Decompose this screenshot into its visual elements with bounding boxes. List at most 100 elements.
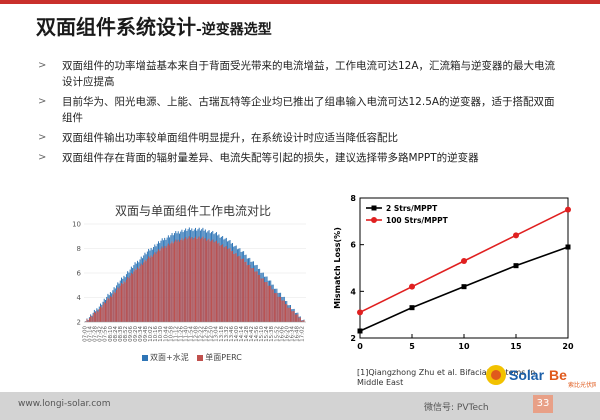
legend-label: 双面+水泥 bbox=[150, 353, 189, 362]
mismatch-loss-chart: 0 5 10 15 20 2 4 6 8 Mismatch Loss(%) 2 Strs/MPPT 1… bbox=[333, 194, 574, 351]
bar-monofacial bbox=[276, 293, 278, 322]
bar-monofacial bbox=[178, 241, 180, 322]
bar-monofacial bbox=[239, 255, 241, 322]
bar-monofacial bbox=[233, 254, 235, 322]
x-tick-label: 08:52 bbox=[123, 326, 129, 342]
bar-monofacial bbox=[218, 242, 220, 322]
bar-monofacial bbox=[254, 271, 256, 322]
data-point-circle bbox=[461, 258, 467, 264]
svg-text:索比光伏网: 索比光伏网 bbox=[568, 381, 596, 389]
x-tick-label: 15:38 bbox=[269, 326, 275, 342]
x-tick-label: 10 bbox=[458, 342, 470, 351]
bar-monofacial bbox=[241, 258, 243, 322]
bar-monofacial bbox=[236, 256, 238, 322]
x-tick-label: 07:56 bbox=[103, 326, 109, 342]
x-tick-label: 17:02 bbox=[299, 326, 305, 342]
bar-monofacial bbox=[196, 239, 198, 322]
bar-monofacial bbox=[275, 293, 277, 322]
bar-monofacial bbox=[187, 237, 189, 322]
bar-monofacial bbox=[141, 264, 143, 322]
bar-monofacial bbox=[297, 314, 299, 322]
bar-monofacial bbox=[296, 314, 298, 322]
bar-monofacial bbox=[222, 244, 224, 322]
bar-monofacial bbox=[198, 236, 200, 322]
bar-monofacial bbox=[130, 272, 132, 322]
bar-monofacial bbox=[123, 281, 125, 322]
bar-monofacial bbox=[249, 264, 251, 322]
x-tick-label: 14:56 bbox=[254, 326, 260, 342]
bar-monofacial bbox=[209, 241, 211, 322]
bar-monofacial bbox=[104, 303, 106, 322]
x-tick-label: 10:16 bbox=[153, 326, 159, 342]
bar-monofacial bbox=[122, 284, 124, 322]
x-tick-label: 20 bbox=[562, 342, 574, 351]
bar-monofacial bbox=[121, 283, 122, 322]
x-tick-label: 12:50 bbox=[209, 326, 215, 342]
bar-monofacial bbox=[117, 287, 119, 322]
bar-monofacial bbox=[255, 271, 257, 322]
bar-monofacial bbox=[159, 250, 161, 322]
bar-monofacial bbox=[188, 236, 190, 322]
bar-monofacial bbox=[301, 320, 303, 322]
bar-monofacial bbox=[138, 268, 140, 322]
bar-monofacial bbox=[224, 246, 226, 322]
x-tick-label: 15:24 bbox=[264, 326, 270, 342]
legend-label: 2 Strs/MPPT bbox=[386, 204, 438, 213]
bar-monofacial bbox=[129, 275, 131, 322]
bar-monofacial bbox=[183, 238, 185, 322]
bar-monofacial bbox=[103, 302, 105, 322]
bar-monofacial bbox=[139, 266, 141, 322]
x-tick-label: 13:32 bbox=[224, 326, 230, 342]
bar-monofacial bbox=[220, 244, 222, 322]
bar-monofacial bbox=[106, 300, 108, 322]
bar-monofacial bbox=[149, 257, 151, 322]
x-tick-label: 08:24 bbox=[113, 326, 119, 342]
bar-monofacial bbox=[201, 237, 203, 322]
bar-monofacial bbox=[175, 239, 177, 322]
bar-monofacial bbox=[269, 285, 270, 322]
x-tick-label: 12:08 bbox=[194, 326, 200, 342]
bar-monofacial bbox=[265, 282, 267, 322]
bar-monofacial bbox=[92, 314, 94, 322]
bar-monofacial bbox=[119, 285, 121, 322]
data-point-circle bbox=[409, 283, 415, 290]
svg-text:Be: Be bbox=[549, 367, 567, 383]
legend-swatch-red bbox=[197, 354, 204, 361]
bar-monofacial bbox=[230, 251, 232, 322]
bar-monofacial bbox=[270, 285, 272, 322]
x-tick-label: 08:38 bbox=[118, 326, 124, 342]
x-tick-label: 10:30 bbox=[158, 326, 164, 342]
bar-monofacial bbox=[262, 278, 264, 322]
bar-monofacial bbox=[232, 250, 233, 322]
bar-monofacial bbox=[143, 262, 145, 322]
data-point-circle bbox=[513, 232, 519, 239]
footer-url[interactable]: www.longi-solar.com bbox=[18, 399, 111, 409]
bar-monofacial bbox=[278, 296, 280, 322]
bullet-marker: > bbox=[38, 132, 47, 143]
x-tick-label: 12:22 bbox=[199, 326, 205, 342]
x-tick-label: 13:46 bbox=[229, 326, 235, 342]
bullet-text: 双面组件存在背面的辐射量差异、电流失配等引起的损失，建议选择带多路MPPT的逆变… bbox=[62, 152, 479, 164]
data-point-square bbox=[513, 263, 519, 269]
bar-monofacial bbox=[267, 285, 269, 322]
x-tick-label: 0 bbox=[357, 342, 363, 351]
footer-bar: www.longi-solar.com 微信号: PVTech 33 bbox=[0, 392, 600, 420]
bar-monofacial bbox=[161, 246, 163, 322]
bar-monofacial bbox=[251, 268, 253, 322]
bar-monofacial bbox=[100, 306, 102, 322]
top-accent-bar bbox=[0, 0, 600, 4]
bar-monofacial bbox=[146, 258, 148, 322]
bullet-text: 双面组件输出功率较单面组件明显提升，在系统设计时应适当降低容配比 bbox=[62, 132, 398, 144]
y-tick-label: 4 bbox=[77, 294, 82, 302]
legend-label: 100 Strs/MPPT bbox=[386, 216, 449, 225]
bar-monofacial bbox=[244, 261, 246, 322]
x-tick-label: 12:36 bbox=[204, 326, 210, 342]
bar-monofacial bbox=[177, 239, 179, 322]
x-tick-label: 09:48 bbox=[143, 326, 149, 342]
bar-monofacial bbox=[293, 311, 295, 322]
bar-monofacial bbox=[180, 240, 182, 322]
bar-monofacial bbox=[191, 237, 193, 322]
x-tick-label: 14:42 bbox=[249, 326, 255, 342]
bar-monofacial bbox=[124, 282, 126, 322]
bar-monofacial bbox=[174, 241, 176, 322]
